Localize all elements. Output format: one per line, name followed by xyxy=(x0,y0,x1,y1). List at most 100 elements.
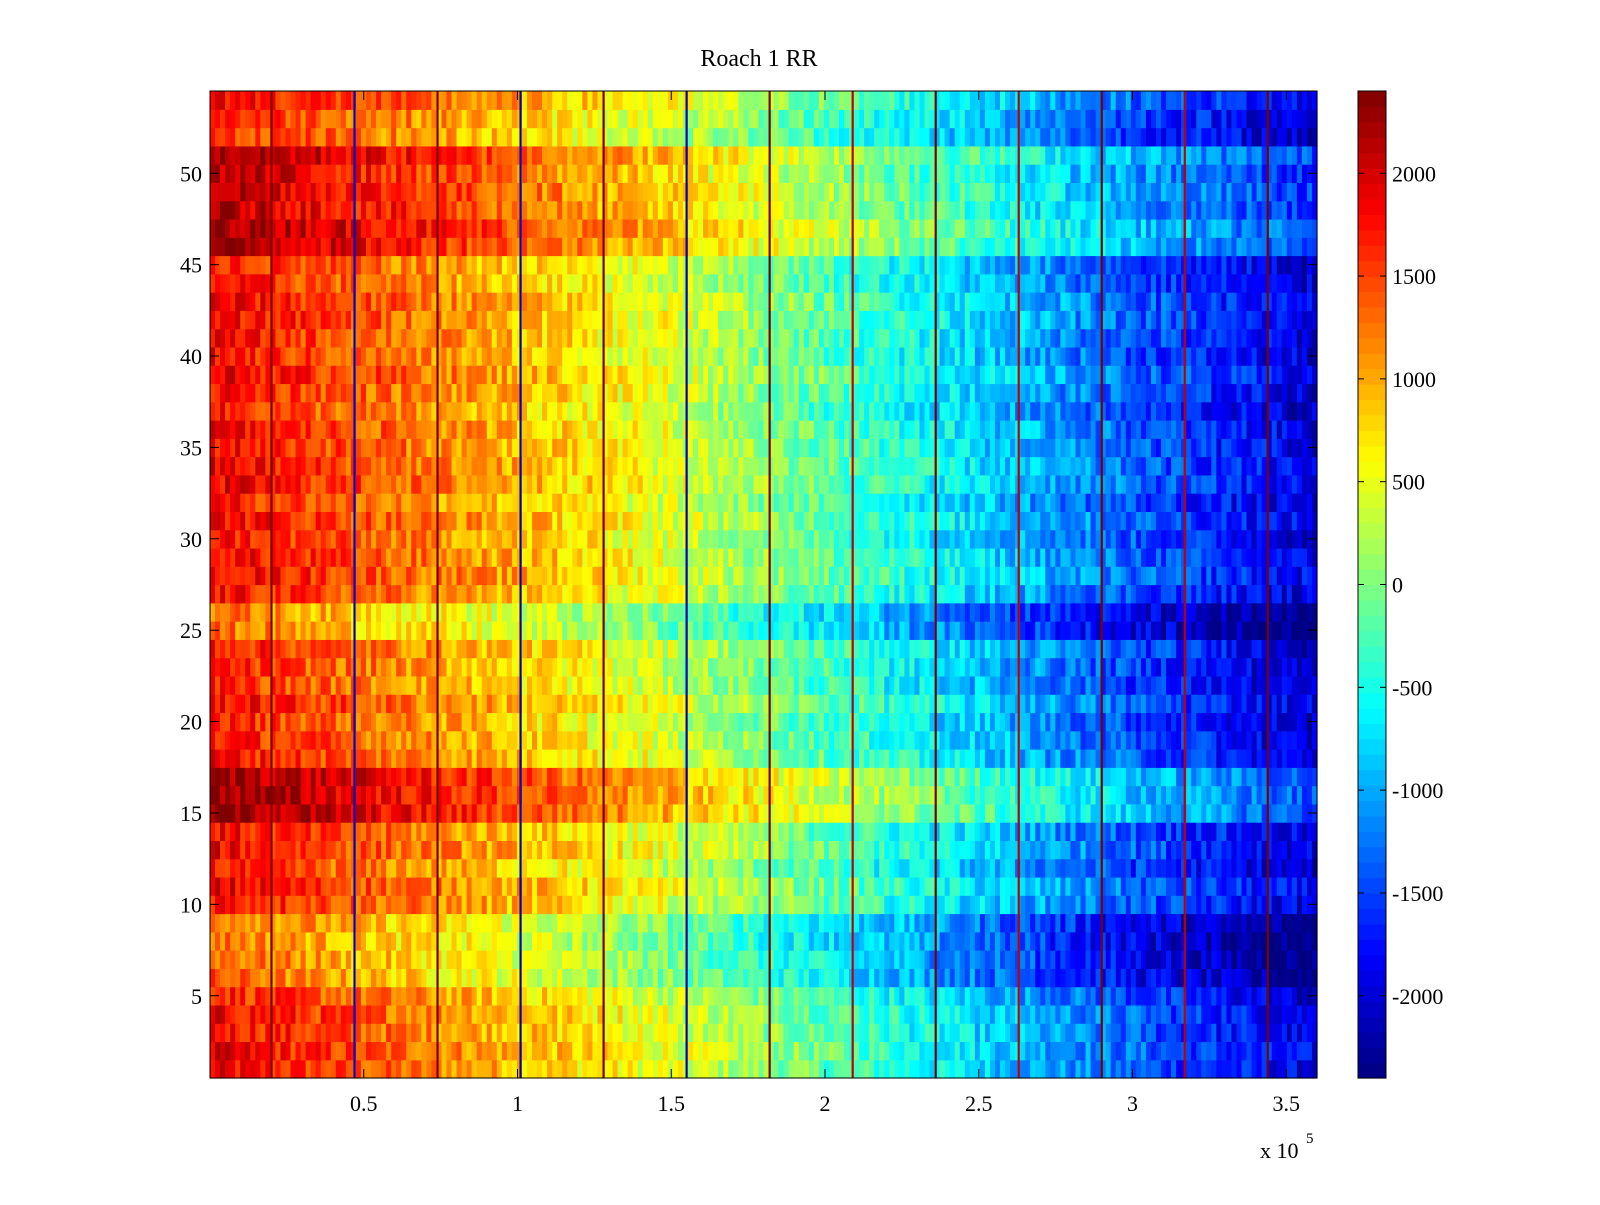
heatmap-cell xyxy=(708,858,714,878)
heatmap-cell xyxy=(461,876,468,896)
heatmap-cell xyxy=(506,876,513,896)
heatmap-cell xyxy=(607,657,614,677)
heatmap-cell xyxy=(949,675,956,695)
heatmap-cell xyxy=(521,694,528,714)
heatmap-cell xyxy=(989,840,996,860)
heatmap-cell xyxy=(496,950,503,969)
heatmap-cell xyxy=(542,1004,548,1024)
heatmap-cell xyxy=(406,913,412,933)
heatmap-cell xyxy=(607,675,614,695)
heatmap-cell xyxy=(1080,876,1087,896)
heatmap-cell xyxy=(798,931,805,951)
heatmap-cell xyxy=(1191,1059,1197,1079)
heatmap-cell xyxy=(793,1041,800,1061)
heatmap-cell xyxy=(340,1004,347,1024)
heatmap-cell xyxy=(290,675,297,695)
heatmap-cell xyxy=(1251,913,1258,933)
heatmap-cell xyxy=(1271,858,1278,878)
heatmap-cell xyxy=(290,858,297,878)
heatmap-cell xyxy=(939,931,946,951)
heatmap-cell xyxy=(703,931,709,951)
heatmap-cell xyxy=(1221,730,1228,750)
heatmap-cell xyxy=(617,694,624,714)
heatmap-cell xyxy=(713,675,719,695)
heatmap-cell xyxy=(542,950,548,969)
heatmap-cell xyxy=(904,730,911,750)
heatmap-cell xyxy=(1276,803,1283,823)
heatmap-cell xyxy=(230,876,236,896)
heatmap-cell xyxy=(1291,694,1298,714)
heatmap-cell xyxy=(275,931,282,951)
heatmap-cell xyxy=(1296,1004,1303,1024)
heatmap-cell xyxy=(773,822,780,841)
heatmap-cell xyxy=(270,858,277,878)
heatmap-cell xyxy=(939,785,946,805)
heatmap-cell xyxy=(859,749,865,768)
heatmap-cell xyxy=(416,986,422,1006)
heatmap-cell xyxy=(864,986,870,1006)
heatmap-cell xyxy=(506,712,513,732)
heatmap-cell xyxy=(1085,803,1092,823)
heatmap-cell xyxy=(421,1059,427,1079)
heatmap-cell xyxy=(1095,1004,1102,1024)
heatmap-cell xyxy=(698,876,704,896)
heatmap-cell xyxy=(778,712,785,732)
heatmap-cell xyxy=(657,913,664,933)
heatmap-cell xyxy=(1060,1059,1067,1079)
heatmap-cell xyxy=(476,1041,483,1061)
heatmap-cell xyxy=(1115,822,1122,841)
heatmap-cell xyxy=(365,858,372,878)
heatmap-cell xyxy=(813,968,820,988)
heatmap-cell xyxy=(290,803,297,823)
heatmap-cell xyxy=(592,986,599,1006)
heatmap-cell xyxy=(401,950,407,969)
heatmap-cell xyxy=(365,1041,372,1061)
heatmap-cell xyxy=(1246,730,1253,750)
heatmap-cell xyxy=(1271,785,1278,805)
heatmap-cell xyxy=(859,1059,865,1079)
heatmap-cell xyxy=(1085,1004,1092,1024)
heatmap-cell xyxy=(315,1059,322,1079)
heatmap-cell xyxy=(909,749,916,768)
heatmap-cell xyxy=(738,858,744,878)
heatmap-cell xyxy=(240,876,246,896)
heatmap-cell xyxy=(1171,931,1177,951)
heatmap-cell xyxy=(979,712,986,732)
heatmap-cell xyxy=(738,913,744,933)
heatmap-cell xyxy=(340,803,347,823)
heatmap-cell xyxy=(386,913,392,933)
heatmap-cell xyxy=(924,730,931,750)
heatmap-cell xyxy=(582,657,588,677)
heatmap-cell xyxy=(949,895,956,915)
heatmap-cell xyxy=(1221,895,1228,915)
heatmap-cell xyxy=(355,931,362,951)
heatmap-cell xyxy=(1120,1059,1127,1079)
heatmap-cell xyxy=(833,749,840,768)
heatmap-cell xyxy=(1115,931,1122,951)
heatmap-cell xyxy=(1176,876,1182,896)
heatmap-cell xyxy=(1045,767,1051,787)
heatmap-cell xyxy=(1251,968,1258,988)
heatmap-cell xyxy=(1080,840,1087,860)
heatmap-cell xyxy=(708,968,714,988)
heatmap-cell xyxy=(1186,767,1192,787)
heatmap-cell xyxy=(431,1023,438,1043)
heatmap-cell xyxy=(511,968,518,988)
heatmap-cell xyxy=(270,931,277,951)
heatmap-cell xyxy=(1276,950,1283,969)
heatmap-cell xyxy=(275,913,282,933)
heatmap-cell xyxy=(1301,749,1308,768)
heatmap-cell xyxy=(1251,931,1258,951)
heatmap-cell xyxy=(572,675,578,695)
heatmap-cell xyxy=(1040,876,1046,896)
heatmap-cell xyxy=(602,840,609,860)
heatmap-cell xyxy=(426,876,432,896)
heatmap-cell xyxy=(959,968,966,988)
heatmap-cell xyxy=(667,840,674,860)
heatmap-cell xyxy=(1296,749,1303,768)
heatmap-cell xyxy=(1231,1023,1238,1043)
heatmap-cell xyxy=(768,1004,775,1024)
heatmap-cell xyxy=(270,694,277,714)
heatmap-cell xyxy=(275,767,282,787)
